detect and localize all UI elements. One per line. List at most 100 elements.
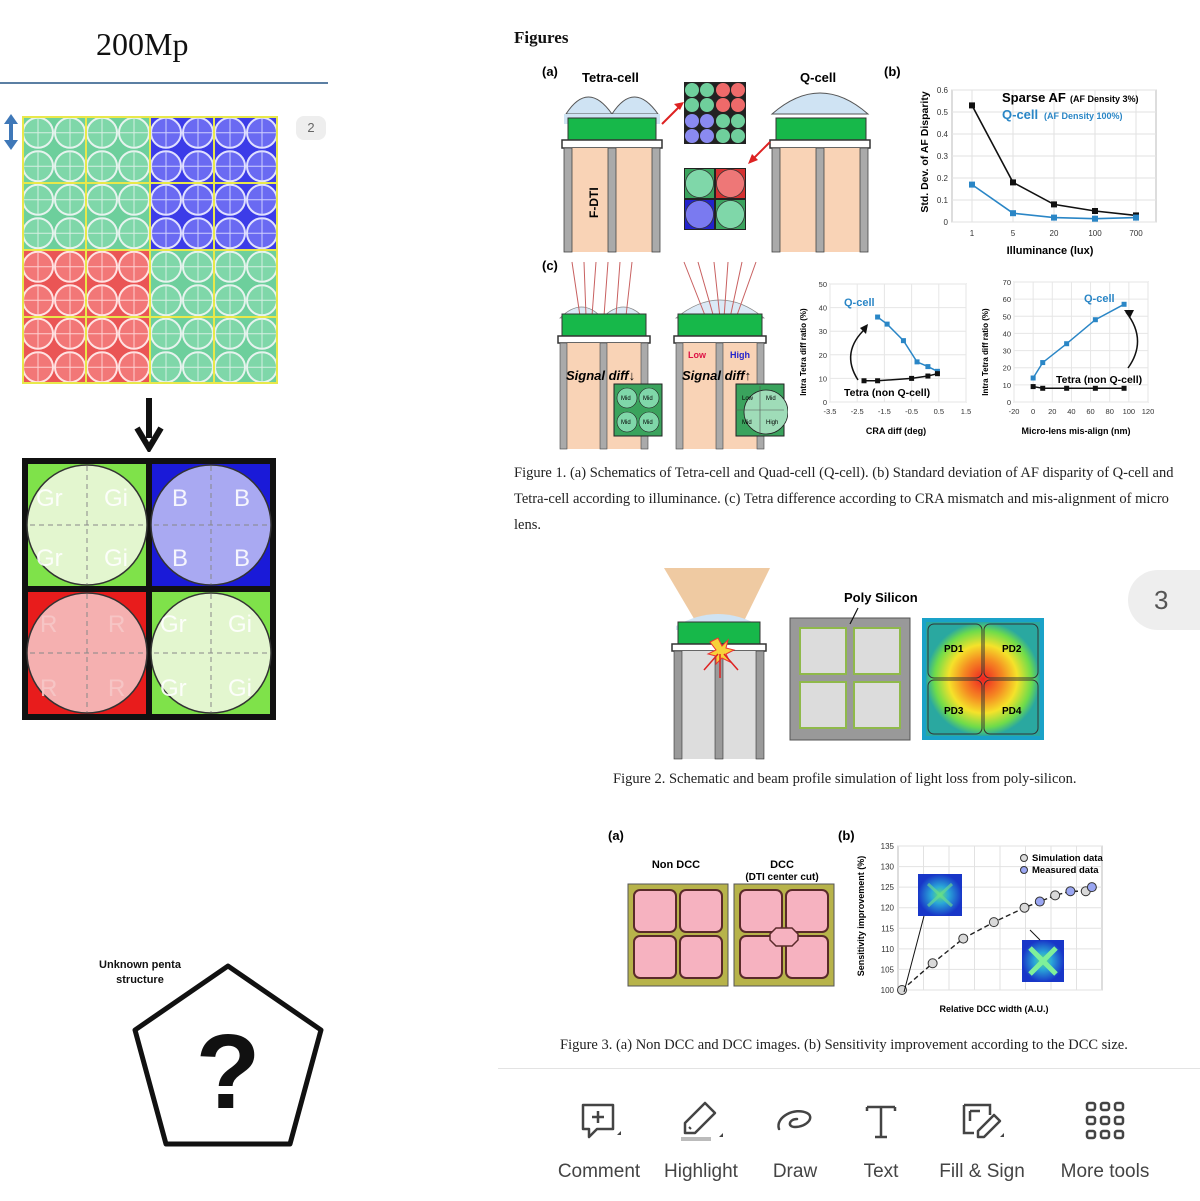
x-axis-label: Relative DCC width (A.U.) (939, 1004, 1048, 1014)
y-tick-label: 120 (881, 904, 895, 913)
cell-label-r: R (40, 675, 57, 702)
highlight-button[interactable]: Highlight (650, 1069, 752, 1201)
data-point (1034, 896, 1045, 907)
y-tick-label: 105 (881, 965, 895, 974)
comment-button[interactable]: Comment (548, 1069, 650, 1201)
y-tick-label: 10 (819, 374, 827, 383)
x-tick-label: 0.5 (934, 407, 944, 416)
figure3-a-diagram: (a) Non DCC DCC (DTI center cut) (608, 828, 835, 987)
data-point (1030, 384, 1036, 390)
data-point (927, 958, 938, 969)
cell-label-r: R (40, 611, 57, 638)
data-point (1086, 882, 1097, 893)
cell-label-gr: Gr (160, 611, 187, 638)
y-tick-label: 115 (881, 924, 894, 933)
series-line (1033, 385, 1125, 390)
dcc-sublabel: (DTI center cut) (745, 872, 818, 883)
y-tick-label: 60 (1003, 295, 1011, 304)
non-dcc-label: Non DCC (652, 859, 700, 871)
legend-sparse-af: Sparse AF (1002, 90, 1066, 105)
x-tick-label: 120 (1142, 407, 1155, 416)
x-tick-label: 0 (1031, 407, 1035, 416)
page-number-badge[interactable]: 3 (1128, 570, 1200, 630)
data-point (875, 314, 881, 320)
data-point (1040, 385, 1046, 391)
panel-b-label: (b) (884, 64, 901, 79)
x-tick-label: 100 (1088, 229, 1102, 238)
y-tick-label: 0.2 (937, 174, 949, 183)
y-tick-label: 50 (1003, 312, 1011, 321)
data-point (969, 102, 975, 109)
q-cell-label: Q-cell (800, 70, 836, 85)
resize-arrow-icon[interactable] (0, 112, 22, 152)
fill-sign-button[interactable]: Fill & Sign (924, 1069, 1040, 1201)
data-point (1030, 375, 1036, 381)
y-tick-label: 100 (881, 986, 895, 995)
draw-icon (777, 1110, 812, 1131)
y-tick-label: 0 (823, 398, 827, 407)
y-tick-label: 0.6 (937, 86, 949, 95)
y-tick-label: 0 (944, 218, 949, 227)
high-label-mini: High (766, 420, 778, 426)
fdti-label: F-DTI (587, 187, 601, 218)
x-tick-label: 700 (1129, 229, 1143, 238)
data-point (1019, 902, 1030, 913)
data-point (1040, 360, 1046, 366)
cell-label-gr: Gi (104, 485, 128, 512)
cell-label-b: B (234, 545, 250, 572)
mid-label: Mid (621, 396, 631, 402)
y-tick-label: 110 (881, 945, 894, 954)
data-point (988, 917, 999, 928)
y-tick-label: 30 (1003, 347, 1011, 356)
data-point (897, 985, 907, 995)
mid-label: Mid (621, 420, 631, 426)
cell-label-gr: Gi (228, 675, 252, 702)
figures-heading: Figures (514, 28, 569, 47)
data-point (1010, 210, 1016, 217)
x-tick-label: 20 (1050, 229, 1059, 238)
y-tick-label: 30 (819, 327, 827, 336)
x-tick-label: -3.5 (824, 407, 837, 416)
data-point (1121, 301, 1127, 307)
figure1-c-schematic: (c) Signal diff↓ Mid Mid Mid Mid Low High … (542, 258, 788, 450)
more-tools-button[interactable]: More tools (1040, 1069, 1170, 1201)
data-point (1133, 214, 1139, 221)
data-point (875, 378, 881, 384)
pd3-label: PD3 (944, 706, 964, 717)
text-button[interactable]: Text (838, 1069, 924, 1201)
pd2-label: PD2 (1002, 644, 1022, 655)
low-label: Low (688, 350, 707, 360)
y-axis-label: Intra Tetra diff ratio (%) (799, 308, 808, 396)
cell-label-gr: Gr (36, 485, 63, 512)
y-tick-label: 40 (1003, 329, 1011, 338)
data-point (1051, 201, 1057, 208)
page-number-badge[interactable]: 2 (296, 116, 326, 140)
draw-button[interactable]: Draw (752, 1069, 838, 1201)
more-tools-icon (1085, 1101, 1125, 1140)
y-tick-label: 10 (1003, 381, 1011, 390)
figure3-b-chart: (b) Sensitivity improvement (%) Relative… (838, 828, 1103, 1014)
y-tick-label: 135 (881, 842, 895, 851)
y-tick-label: 0.5 (937, 108, 949, 117)
divider (0, 82, 328, 84)
data-point (909, 375, 915, 381)
question-mark: ? (196, 1013, 261, 1131)
series-line (1032, 303, 1125, 379)
y-axis-label: Sensitivity improvement (%) (856, 856, 866, 977)
data-point (1092, 208, 1098, 214)
y-tick-label: 20 (1003, 364, 1011, 373)
figure2-diagram: Poly Silicon PD1 PD2 PD3 PD4 (664, 568, 1044, 760)
data-point (934, 371, 940, 377)
data-point (1051, 214, 1057, 221)
signal-diff-down: Signal diff↓ (566, 368, 635, 383)
cell-label-r: R (108, 611, 125, 638)
mid-label: Mid (643, 420, 653, 426)
data-point (925, 364, 931, 370)
x-tick-label: -2.5 (851, 407, 864, 416)
y-tick-label: 0 (1007, 398, 1011, 407)
comment-icon (581, 1103, 621, 1139)
y-tick-label: 20 (819, 351, 827, 360)
data-point (969, 181, 975, 188)
cell-label-b: B (172, 545, 188, 572)
data-point (861, 378, 867, 384)
